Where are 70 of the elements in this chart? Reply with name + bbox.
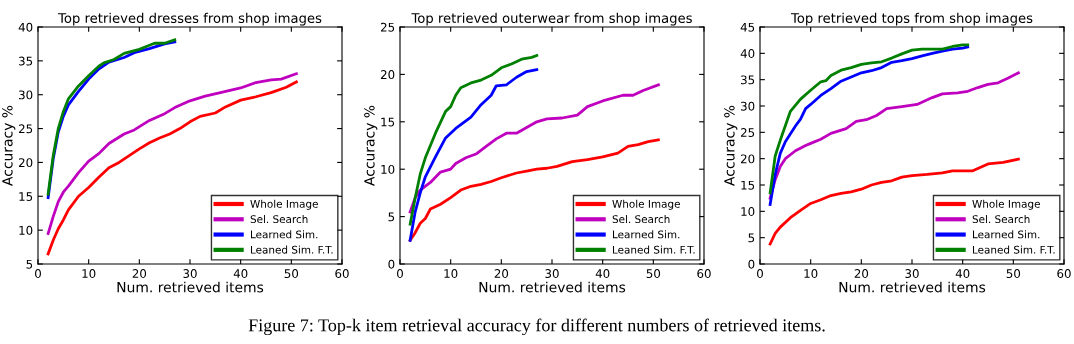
x-tick-label: 50: [284, 269, 299, 278]
y-axis-title: Accuracy %: [724, 105, 738, 186]
y-tick-label: 20: [740, 154, 755, 164]
y-tick-label: 25: [18, 124, 33, 134]
line-series: [408, 54, 539, 226]
x-tick-label: 30: [545, 269, 559, 278]
chart-title: Top retrieved tops from shop images: [790, 12, 1033, 26]
y-tick-label: 25: [380, 22, 395, 32]
x-tick-label: 0: [35, 269, 41, 278]
x-axis-title: Num. retrieved items: [479, 281, 626, 293]
y-tick-label: 5: [748, 233, 755, 243]
legend-label: Leaned Sim. F.T.: [613, 245, 695, 254]
chart-title: Top retrieved dresses from shop images: [58, 12, 322, 26]
y-tick-label: 20: [380, 70, 395, 80]
y-tick-label: 5: [26, 259, 33, 269]
legend-label: Sel. Search: [250, 215, 308, 224]
x-tick-label: 60: [697, 269, 711, 278]
x-axis-title: Num. retrieved items: [117, 281, 264, 293]
y-tick-label: 35: [741, 75, 755, 85]
line-series: [768, 71, 1020, 200]
y-tick-label: 20: [18, 158, 33, 168]
legend-label: Learned Sim.: [613, 230, 680, 239]
y-tick-label: 0: [388, 259, 395, 269]
x-tick-label: 40: [955, 269, 970, 278]
y-axis-title: Accuracy %: [2, 105, 16, 186]
y-tick-label: 15: [741, 180, 755, 190]
x-tick-label: 0: [397, 269, 403, 278]
y-tick-label: 40: [740, 49, 755, 58]
x-tick-label: 30: [905, 269, 919, 278]
y-tick-label: 30: [19, 90, 33, 100]
legend-label: Learned Sim.: [973, 230, 1040, 239]
legend-label: Sel. Search: [972, 215, 1030, 224]
line-series: [408, 68, 539, 242]
x-tick-label: 10: [82, 269, 96, 278]
x-axis-title: Num. retrieved items: [839, 281, 986, 293]
x-tick-label: 0: [757, 269, 763, 278]
x-tick-label: 20: [494, 269, 509, 278]
x-tick-label: 60: [1057, 269, 1071, 278]
y-tick-label: 35: [19, 56, 33, 66]
x-tick-label: 20: [854, 269, 869, 278]
x-tick-label: 40: [233, 269, 248, 278]
y-tick-label: 10: [381, 164, 395, 174]
y-tick-label: 30: [741, 101, 755, 111]
y-tick-label: 15: [381, 117, 395, 127]
y-tick-label: 25: [740, 128, 755, 137]
legend-label: Leaned Sim. F.T.: [973, 245, 1055, 254]
chart-title: Top retrieved outerwear from shop images: [411, 12, 692, 26]
legend-label: Sel. Search: [612, 215, 670, 224]
x-tick-label: 30: [183, 269, 197, 278]
x-tick-label: 10: [444, 269, 458, 278]
x-tick-label: 10: [804, 269, 818, 278]
x-tick-label: 20: [132, 269, 147, 278]
y-axis-title: Accuracy %: [364, 105, 378, 186]
y-tick-label: 45: [740, 22, 755, 32]
y-tick-label: 10: [19, 225, 33, 235]
legend-label: Learned Sim.: [251, 230, 318, 239]
y-tick-label: 5: [388, 212, 395, 222]
x-tick-label: 50: [1006, 269, 1021, 278]
legend-label: Whole Image: [972, 199, 1040, 210]
legend-label: Whole Image: [250, 199, 318, 210]
y-tick-label: 40: [18, 22, 33, 32]
y-tick-label: 0: [748, 259, 755, 269]
caption: Figure 7: Top-k item retrieval accuracy for different numbers of retrieved items.: [248, 318, 825, 336]
x-tick-label: 60: [335, 269, 349, 278]
x-tick-label: 50: [646, 269, 661, 278]
y-tick-label: 10: [741, 207, 755, 216]
legend-label: Whole Image: [612, 199, 680, 210]
legend-label: Leaned Sim. F.T.: [251, 245, 333, 254]
x-tick-label: 40: [595, 269, 610, 278]
y-tick-label: 15: [19, 192, 33, 201]
